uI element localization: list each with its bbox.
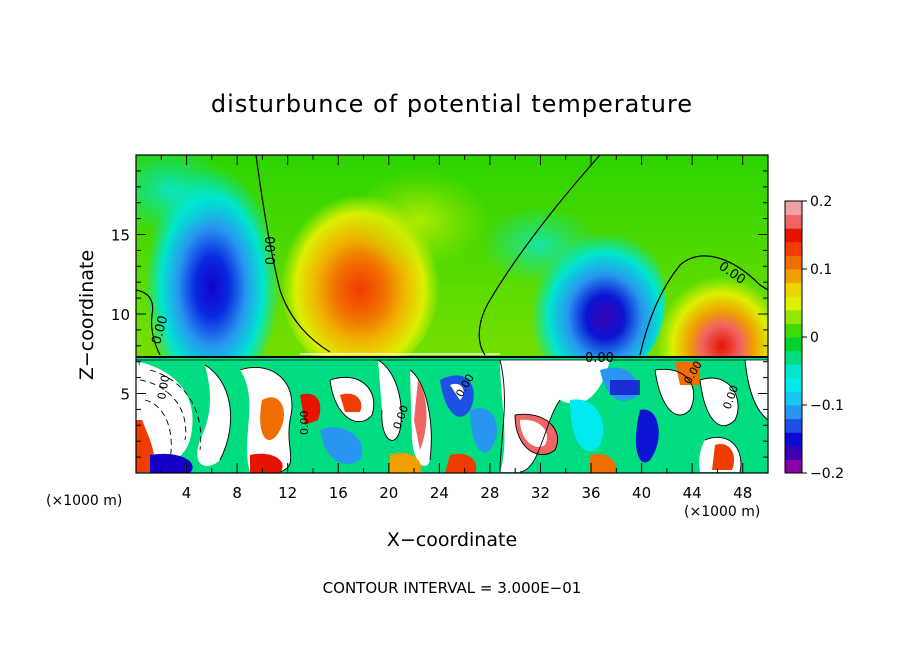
yellow-region-center xyxy=(350,170,490,270)
colorbar-segment xyxy=(785,323,802,338)
colorbar-tick-label: 0 xyxy=(810,330,819,346)
colorbar-segment xyxy=(785,201,802,216)
x-tick-label: 24 xyxy=(430,484,449,502)
colorbar xyxy=(785,201,802,474)
x-tick-label: 4 xyxy=(182,484,192,502)
x-tick-label: 48 xyxy=(733,484,752,502)
colorbar-tick-label: −0.2 xyxy=(810,466,844,482)
x-tick-label: 20 xyxy=(379,484,398,502)
plot-area: 0.00 0.00 0.00 0.00 0.00 0.00 0.00 0.00 … xyxy=(136,155,768,473)
colorbar-segment xyxy=(785,282,802,297)
colorbar-segment xyxy=(785,255,802,270)
colorbar-segment xyxy=(785,228,802,243)
y-axis-title: Z−coordinate xyxy=(76,250,98,380)
y-tick-label: 10 xyxy=(111,306,130,324)
chart-title: disturbunce of potential temperature xyxy=(211,90,693,118)
contour-lines xyxy=(136,155,768,356)
lower-layer-turbulence xyxy=(136,360,768,473)
x-tick-label: 8 xyxy=(232,484,242,502)
colorbar-segment xyxy=(785,214,802,229)
colorbar-segment xyxy=(785,296,802,311)
x-unit-right: (×1000 m) xyxy=(684,504,760,520)
colorbar-tick-label: 0.2 xyxy=(810,194,832,210)
colorbar-ticks: 0.2 0.1 0 −0.1 −0.2 xyxy=(802,194,844,482)
colorbar-segment xyxy=(785,350,802,365)
y-axis: 5 10 15 xyxy=(111,170,768,458)
contour-label: 0.00 xyxy=(155,374,172,400)
colorbar-segment xyxy=(785,377,802,392)
contour-lines-lower xyxy=(139,359,768,473)
colorbar-segment xyxy=(785,241,802,256)
colorbar-segment xyxy=(785,337,802,352)
colorbar-segment xyxy=(785,418,802,433)
cyan-region-right xyxy=(480,205,600,285)
colorbar-tick-label: −0.1 xyxy=(810,398,844,414)
x-tick-label: 12 xyxy=(278,484,297,502)
colorbar-segment xyxy=(785,364,802,379)
colorbar-segment xyxy=(785,269,802,284)
x-axis-title: X−coordinate xyxy=(387,529,517,551)
x-axis: 4 8 12 16 20 24 28 32 36 40 44 48 xyxy=(160,155,752,502)
x-tick-label: 28 xyxy=(480,484,499,502)
contour-label: 0.00 xyxy=(264,236,279,265)
x-unit-left: (×1000 m) xyxy=(46,493,122,509)
x-tick-label: 16 xyxy=(329,484,348,502)
colorbar-segment xyxy=(785,445,802,460)
x-tick-label: 40 xyxy=(632,484,651,502)
y-tick-label: 15 xyxy=(111,227,130,245)
cyan-region-left xyxy=(136,155,230,235)
colorbar-segment xyxy=(785,309,802,324)
colorbar-segment xyxy=(785,405,802,420)
x-tick-label: 32 xyxy=(531,484,550,502)
contour-label: 0.00 xyxy=(298,411,311,436)
colorbar-tick-label: 0.1 xyxy=(810,262,832,278)
contour-interval-note: CONTOUR INTERVAL = 3.000E−01 xyxy=(323,579,582,597)
contour-label: 0.00 xyxy=(149,314,171,346)
colorbar-segment xyxy=(785,432,802,447)
contour-label: 0.00 xyxy=(585,351,614,366)
y-tick-label: 5 xyxy=(120,386,130,404)
colorbar-segment xyxy=(785,459,802,474)
x-tick-label: 44 xyxy=(683,484,702,502)
x-tick-label: 36 xyxy=(581,484,600,502)
colorbar-segment xyxy=(785,391,802,406)
